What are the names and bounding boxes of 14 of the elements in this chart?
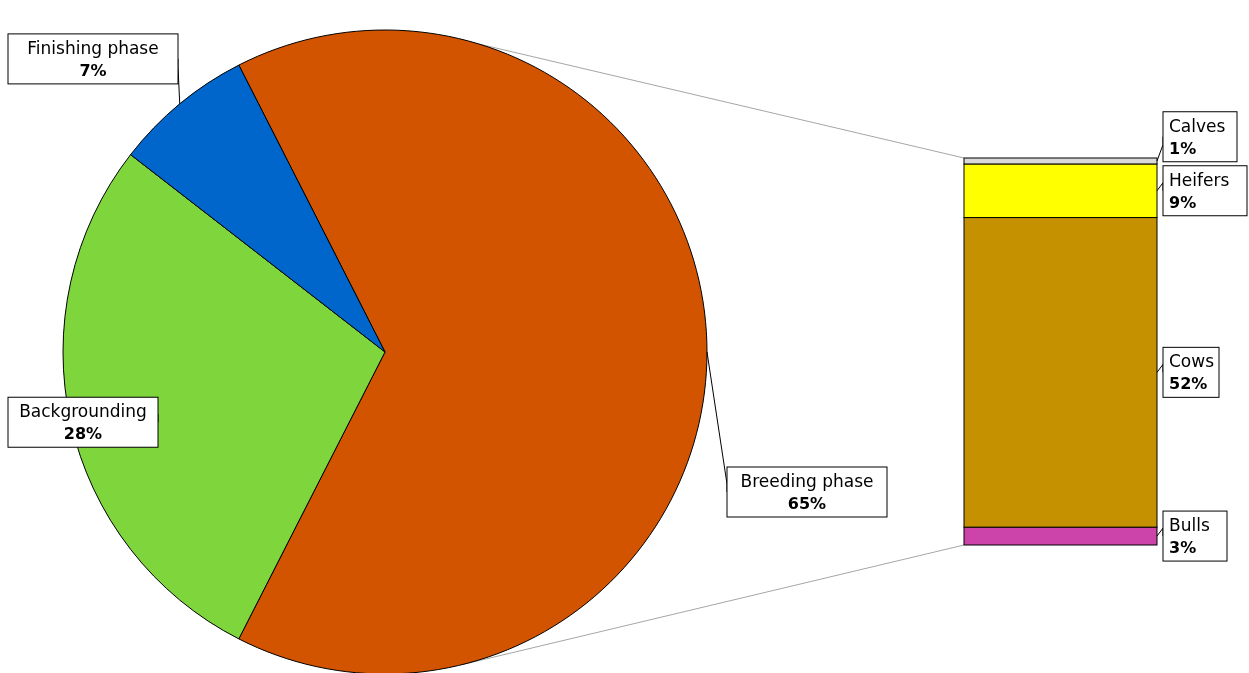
data-label: 28%	[63, 424, 103, 444]
slice-label: Breeding phase	[740, 471, 874, 491]
series-label: Bulls	[1169, 515, 1210, 536]
data-label: 9%	[1169, 192, 1197, 212]
slice-label: Finishing phase	[27, 37, 159, 58]
data-label: 7%	[79, 60, 107, 80]
data-label: 1%	[1169, 138, 1197, 158]
data-label: 3%	[1169, 538, 1197, 558]
series-label: Heifers	[1169, 169, 1230, 190]
slice-label: Backgrounding	[19, 401, 147, 422]
series-label: Cows	[1169, 351, 1215, 372]
data-label: 52%	[1169, 374, 1208, 394]
series-label: Calves	[1169, 115, 1226, 136]
data-label: 65%	[787, 494, 827, 513]
